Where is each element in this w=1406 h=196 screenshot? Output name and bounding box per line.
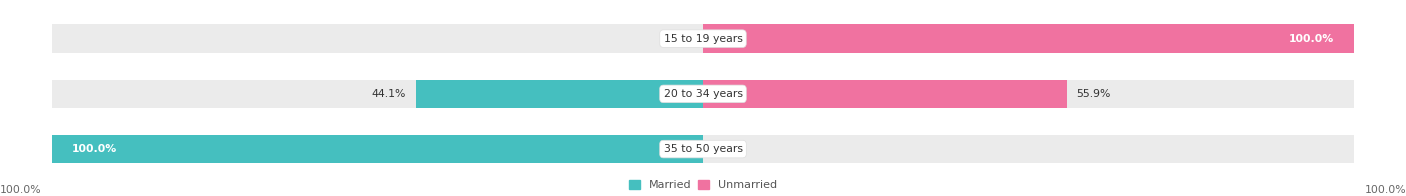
- Text: 44.1%: 44.1%: [371, 89, 406, 99]
- Bar: [703, 24, 1354, 53]
- Bar: [52, 24, 1354, 53]
- Text: 100.0%: 100.0%: [72, 144, 117, 154]
- Bar: [416, 80, 703, 108]
- Text: 100.0%: 100.0%: [1364, 185, 1406, 195]
- Text: 100.0%: 100.0%: [1289, 34, 1334, 44]
- Text: 55.9%: 55.9%: [1077, 89, 1111, 99]
- Text: 20 to 34 years: 20 to 34 years: [664, 89, 742, 99]
- Bar: [703, 80, 1067, 108]
- Text: 15 to 19 years: 15 to 19 years: [664, 34, 742, 44]
- Bar: [52, 80, 1354, 108]
- Legend: Married, Unmarried: Married, Unmarried: [628, 180, 778, 191]
- Bar: [52, 135, 703, 163]
- Bar: [52, 135, 1354, 163]
- Text: 0.0%: 0.0%: [713, 144, 741, 154]
- Text: 0.0%: 0.0%: [665, 34, 693, 44]
- Text: 100.0%: 100.0%: [0, 185, 42, 195]
- Text: 35 to 50 years: 35 to 50 years: [664, 144, 742, 154]
